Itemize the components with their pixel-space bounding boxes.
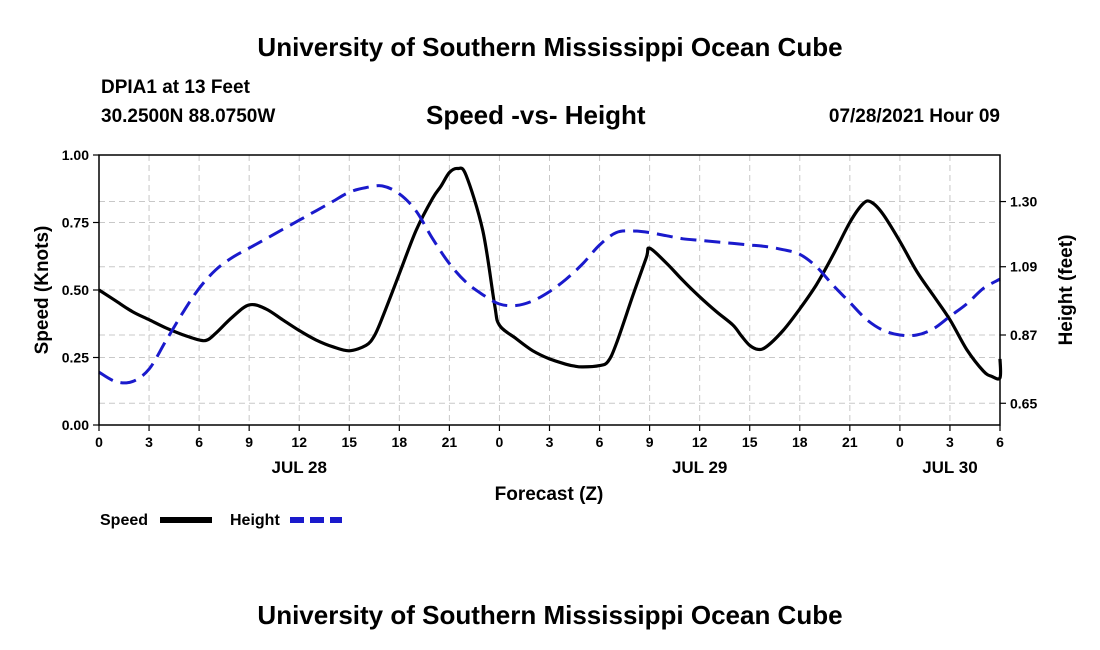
y-tick-label: 0.25: [62, 350, 89, 366]
x-axis-label: Forecast (Z): [495, 484, 604, 505]
station-label: DPIA1 at 13 Feet: [101, 77, 250, 98]
series-layer: [98, 166, 1003, 385]
forecast-datetime: 07/28/2021 Hour 09: [828, 106, 1000, 127]
x-tick-label: 0: [496, 434, 504, 450]
x-tick-label: 6: [195, 434, 203, 450]
legend-speed-label: Speed: [100, 512, 148, 529]
series-line-height: [98, 184, 1001, 385]
chart-title: Speed -vs- Height: [426, 100, 646, 130]
x-tick-label: 9: [646, 434, 654, 450]
x-tick-label: 12: [291, 434, 307, 450]
x-tick-label: 15: [341, 434, 357, 450]
y-axis-label: Speed (Knots): [32, 226, 53, 355]
x-day-label: JUL 29: [672, 458, 727, 477]
x-tick-label: 3: [946, 434, 954, 450]
y2-tick-label: 1.30: [1010, 194, 1037, 210]
y-tick-label: 0.75: [62, 215, 89, 231]
x-tick-label: 0: [896, 434, 904, 450]
y2-tick-label: 0.65: [1010, 395, 1037, 411]
x-tick-label: 21: [842, 434, 858, 450]
x-tick-label: 3: [546, 434, 554, 450]
y-tick-label: 0.00: [62, 417, 89, 433]
y2-tick-label: 0.87: [1010, 327, 1037, 343]
y-tick-label: 0.50: [62, 282, 89, 298]
x-tick-label: 9: [245, 434, 253, 450]
x-day-label: JUL 28: [271, 458, 326, 477]
x-tick-label: 3: [145, 434, 153, 450]
station-coordinates: 30.2500N 88.0750W: [101, 106, 276, 127]
x-tick-label: 15: [742, 434, 758, 450]
x-tick-label: 18: [792, 434, 808, 450]
x-tick-label: 6: [596, 434, 604, 450]
legend-height-label: Height: [230, 512, 280, 529]
grid: [99, 155, 1000, 425]
y2-tick-label: 1.09: [1010, 259, 1037, 275]
x-tick-label: 18: [392, 434, 408, 450]
series-line-speed: [98, 166, 1003, 381]
legend: Speed Height: [100, 512, 342, 529]
y-tick-label: 1.00: [62, 147, 89, 163]
y2-axis-label: Height (feet): [1056, 235, 1077, 346]
bottom-title: University of Southern Mississippi Ocean…: [257, 600, 843, 630]
x-tick-label: 0: [95, 434, 103, 450]
x-tick-label: 21: [442, 434, 458, 450]
axes: 0 3 6 9 12 15 18 21 0 3 6 9 12 15 18 21 0 3 6 JUL 28 JUL 29 J…: [62, 147, 1038, 477]
x-tick-label: 6: [996, 434, 1004, 450]
x-tick-label: 12: [692, 434, 708, 450]
top-title: University of Southern Mississippi Ocean…: [257, 32, 843, 62]
x-day-label: JUL 30: [922, 458, 977, 477]
